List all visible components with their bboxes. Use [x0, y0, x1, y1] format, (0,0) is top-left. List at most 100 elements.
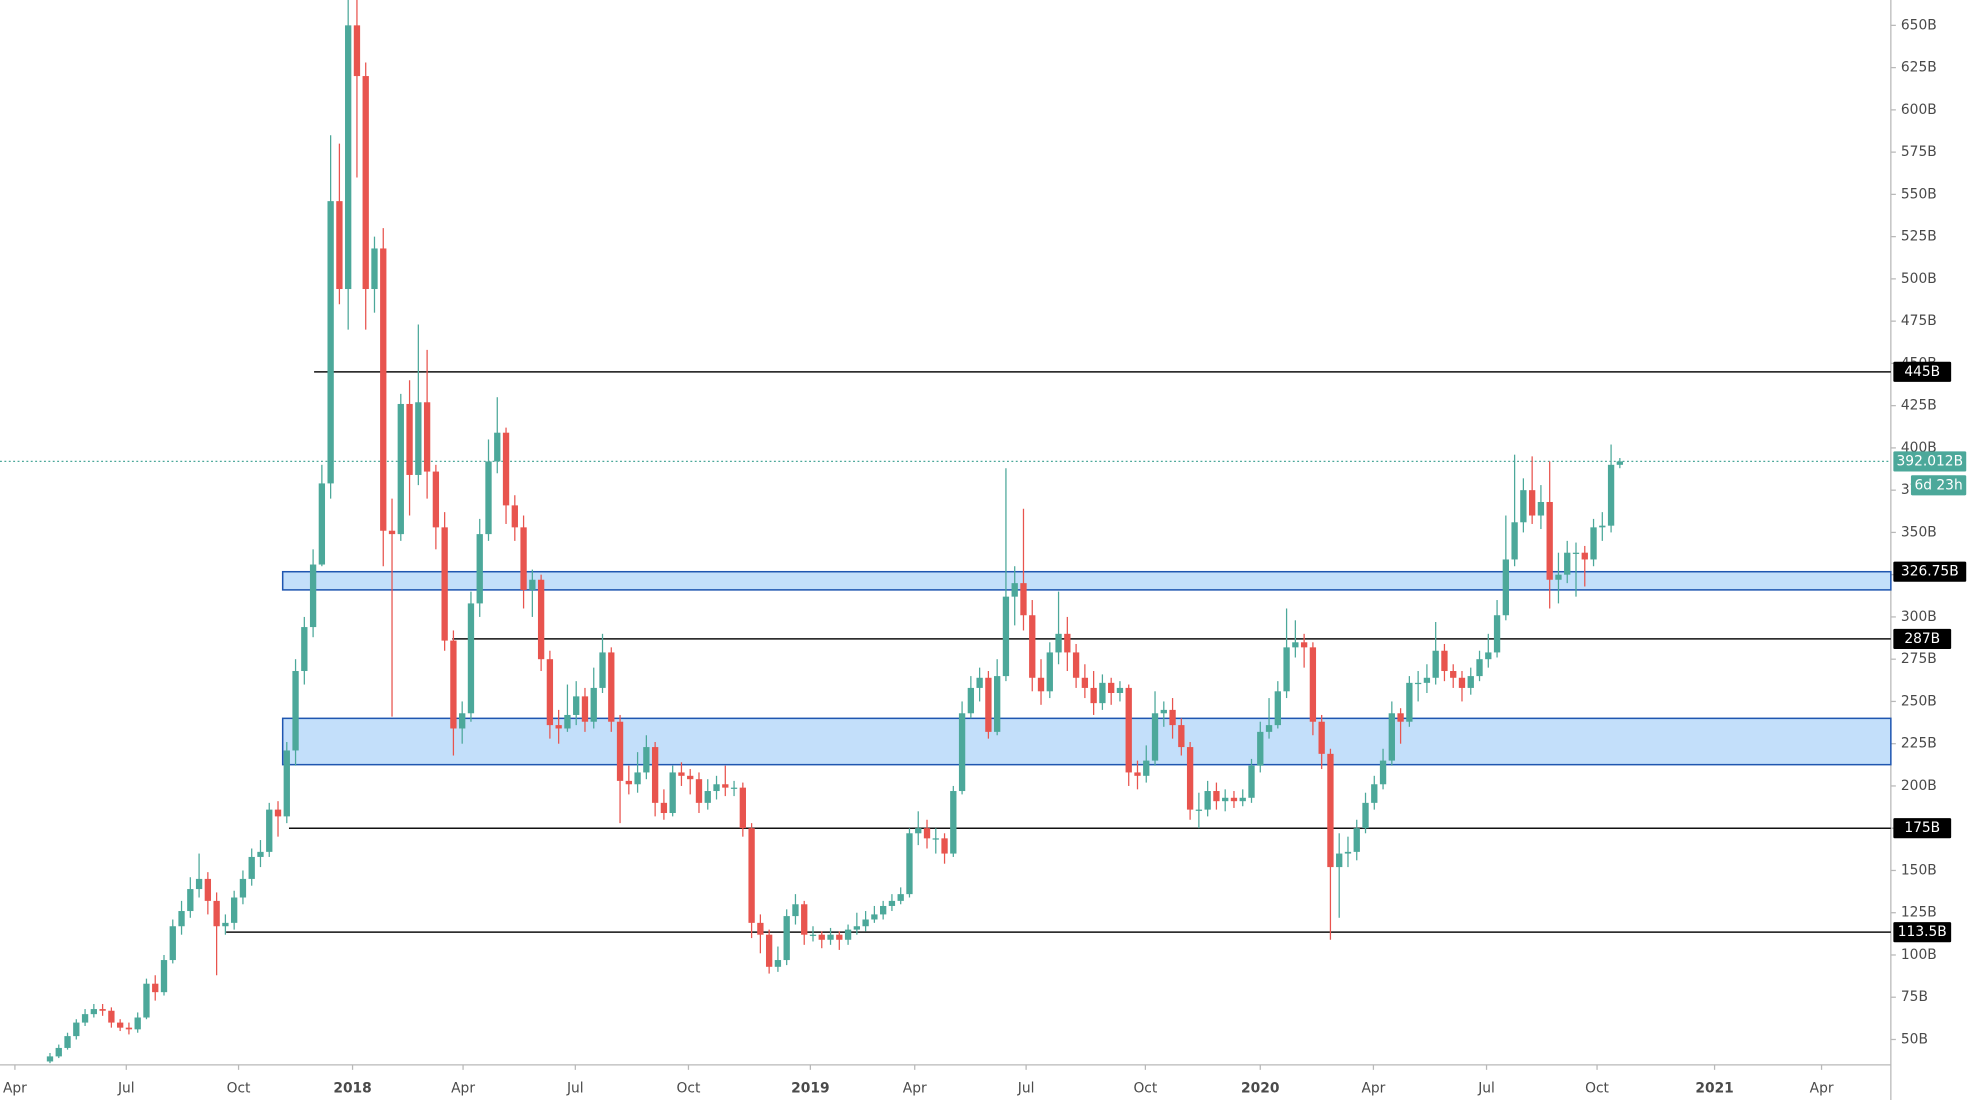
candle-body [713, 784, 720, 792]
candle-body [1458, 677, 1466, 688]
candle-body [1344, 851, 1352, 854]
candle-body [643, 747, 650, 773]
candle-body [248, 856, 255, 879]
candle-body [888, 900, 896, 906]
level-price-label: 287B [1904, 631, 1940, 647]
candle-body [836, 934, 843, 940]
candle-body [1379, 760, 1387, 785]
candle-body [994, 676, 1001, 732]
level-price-label: 175B [1904, 820, 1940, 836]
candle-body [915, 828, 922, 834]
candle-body [1511, 522, 1518, 560]
candle-body [1476, 659, 1483, 677]
candle-body [441, 527, 448, 641]
last-price-label: 392.012B [1897, 453, 1964, 469]
candle-body [432, 471, 440, 528]
candle-body [1362, 802, 1369, 829]
candle-body [1292, 642, 1299, 648]
candle-body [1108, 682, 1115, 693]
candle-body [1274, 691, 1281, 726]
candle-body [546, 659, 554, 726]
candle-body [748, 828, 755, 923]
candle-body [1195, 809, 1203, 811]
y-tick-label: 350B [1901, 524, 1937, 540]
x-tick-label: 2019 [791, 1081, 829, 1097]
candle-body [345, 25, 352, 290]
candle-body [1327, 753, 1334, 868]
candle-body [1178, 725, 1185, 748]
zone-price-box [1893, 561, 1967, 582]
candle-body [827, 934, 834, 940]
candle-body [108, 1010, 115, 1023]
candle-body [1239, 797, 1246, 802]
candle-body [1423, 677, 1431, 683]
y-tick-label: 425B [1901, 398, 1937, 414]
candle-body [397, 403, 404, 535]
candle-body [1537, 501, 1545, 516]
candle-body [1528, 490, 1536, 516]
candle-body [1169, 709, 1176, 726]
candle-body [485, 461, 492, 535]
candle-body [1046, 652, 1053, 692]
candle-body [809, 934, 817, 936]
level-price-label: 113.5B [1898, 924, 1947, 940]
candle-body [231, 897, 238, 923]
candle-body [967, 687, 975, 714]
candle-body [494, 432, 501, 462]
x-tick-label: Jul [1017, 1081, 1035, 1097]
candle-body [353, 25, 361, 77]
candle-body [923, 828, 931, 839]
candle-body [687, 775, 694, 780]
candle-body [99, 1009, 106, 1011]
candle-body [46, 1056, 54, 1062]
x-tick-label: Oct [1133, 1081, 1157, 1097]
candle-body [879, 905, 887, 915]
y-tick-label: 600B [1901, 102, 1937, 118]
candle-body [1002, 596, 1010, 677]
candle-body [783, 916, 790, 961]
candle-body [318, 483, 326, 565]
candle-body [301, 627, 308, 672]
candle-body [1134, 772, 1141, 776]
candle-body [1309, 647, 1317, 722]
candle-body [564, 714, 571, 729]
countdown-label: 6d 23h [1914, 477, 1962, 493]
candle-body [406, 403, 413, 475]
candle-body [511, 505, 518, 528]
candle-body [1520, 490, 1527, 523]
candle-body [818, 934, 825, 940]
candle-body [757, 922, 764, 935]
candle-body [581, 696, 589, 722]
candle-body [1037, 677, 1045, 692]
x-tick-label: Apr [451, 1081, 475, 1097]
y-tick-label: 550B [1901, 186, 1937, 202]
candle-body [187, 889, 194, 912]
candle-body [1160, 709, 1167, 714]
candle-body [616, 721, 624, 781]
candle-body [941, 838, 948, 854]
x-tick-label: Jul [117, 1081, 135, 1097]
candle-body [1064, 633, 1071, 653]
candle-body [1090, 687, 1097, 704]
candle-body [801, 904, 808, 935]
candle-body [678, 772, 685, 776]
candle-body [1555, 574, 1562, 580]
candle-body [529, 579, 536, 590]
candle-body [906, 833, 913, 895]
candle-body [1450, 671, 1457, 678]
y-tick-label: 500B [1901, 271, 1937, 287]
level-price-box [1893, 361, 1952, 382]
candle-body [1336, 853, 1343, 868]
candle-body [1581, 552, 1588, 560]
level-price-box [1893, 922, 1952, 943]
candle-body [1116, 687, 1124, 693]
candle-body [950, 791, 957, 854]
y-tick-label: 300B [1901, 609, 1937, 625]
level-price-box [1893, 628, 1952, 649]
candle-body [388, 530, 396, 535]
candle-body [599, 652, 606, 688]
candle-body [1213, 791, 1220, 802]
candle-body [371, 248, 378, 290]
candle-body [1616, 461, 1624, 465]
candle-body [336, 201, 343, 290]
